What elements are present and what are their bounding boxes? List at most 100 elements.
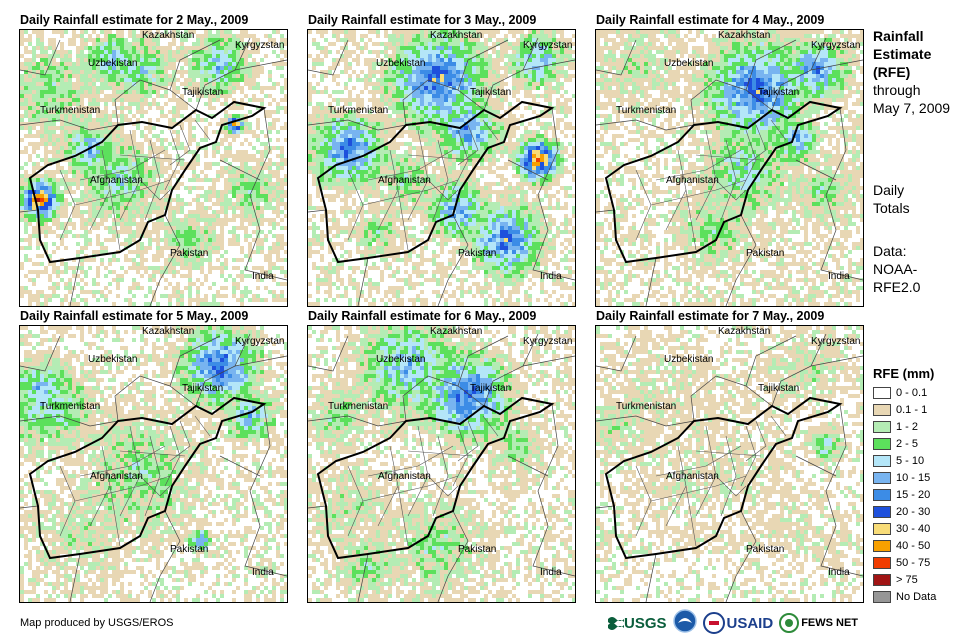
sidebar-title: Rainfall Estimate (RFE) through May 7, 2… [873,27,950,117]
rainfall-raster [596,326,863,602]
legend-item: 30 - 40 [873,520,936,537]
fewsnet-logo: FEWS NET [779,613,858,633]
legend-title: RFE (mm) [873,366,934,381]
legend-swatch [873,573,891,586]
legend-label: No Data [896,591,936,603]
place-label-afghanistan: Afghanistan [90,471,143,482]
place-label-india: India [540,271,562,282]
place-label-afghanistan: Afghanistan [666,471,719,482]
place-label-uzbekistan: Uzbekistan [376,58,425,69]
place-label-turkmenistan: Turkmenistan [328,105,388,116]
legend-swatch [873,556,891,569]
place-label-kazakhstan: Kazakhstan [718,326,770,337]
legend-swatch [873,420,891,433]
legend-swatch [873,590,891,603]
legend-label: 1 - 2 [896,421,918,433]
legend-swatch [873,386,891,399]
place-label-uzbekistan: Uzbekistan [88,58,137,69]
place-label-pakistan: Pakistan [458,544,496,555]
place-label-india: India [252,567,274,578]
legend-item: 5 - 10 [873,452,936,469]
place-label-india: India [828,567,850,578]
panel-title-may-4: Daily Rainfall estimate for 4 May., 2009 [596,13,824,27]
rainfall-map-may-3: Kazakhstan Kyrgyzstan Uzbekistan Tajikistan… [307,29,576,307]
legend-label: 10 - 15 [896,472,930,484]
legend-swatch [873,505,891,518]
rainfall-map-may-5: Kazakhstan Kyrgyzstan Uzbekistan Tajikistan… [19,325,288,603]
panel-title-may-5: Daily Rainfall estimate for 5 May., 2009 [20,309,248,323]
noaa-logo-icon [672,608,697,638]
place-label-kazakhstan: Kazakhstan [142,326,194,337]
rainfall-map-may-6: Kazakhstan Kyrgyzstan Uzbekistan Tajikistan… [307,325,576,603]
place-label-tajikistan: Tajikistan [182,87,223,98]
place-label-afghanistan: Afghanistan [666,175,719,186]
place-label-turkmenistan: Turkmenistan [40,105,100,116]
place-label-tajikistan: Tajikistan [470,87,511,98]
place-label-turkmenistan: Turkmenistan [616,401,676,412]
place-label-kazakhstan: Kazakhstan [718,30,770,41]
legend-label: 0 - 0.1 [896,387,927,399]
place-label-pakistan: Pakistan [746,248,784,259]
legend-item: 40 - 50 [873,537,936,554]
rainfall-map-may-2: Kazakhstan Kyrgyzstan Uzbekistan Tajikistan… [19,29,288,307]
legend-label: 15 - 20 [896,489,930,501]
place-label-pakistan: Pakistan [458,248,496,259]
usaid-logo: USAID [702,612,773,634]
place-label-kyrgyzstan: Kyrgyzstan [811,336,860,347]
place-label-pakistan: Pakistan [170,544,208,555]
legend-item: 15 - 20 [873,486,936,503]
place-label-uzbekistan: Uzbekistan [664,354,713,365]
legend-swatch [873,488,891,501]
legend-label: 2 - 5 [896,438,918,450]
rainfall-raster [20,30,287,306]
place-label-turkmenistan: Turkmenistan [328,401,388,412]
legend-item: 0 - 0.1 [873,384,936,401]
legend-item: 20 - 30 [873,503,936,520]
place-label-india: India [252,271,274,282]
place-label-pakistan: Pakistan [170,248,208,259]
legend-item: 1 - 2 [873,418,936,435]
place-label-uzbekistan: Uzbekistan [376,354,425,365]
legend-label: 30 - 40 [896,523,930,535]
legend-label: 20 - 30 [896,506,930,518]
rainfall-raster [596,30,863,306]
legend-swatch [873,403,891,416]
legend-swatch [873,522,891,535]
rainfall-raster [308,30,575,306]
legend-label: 5 - 10 [896,455,924,467]
panel-title-may-2: Daily Rainfall estimate for 2 May., 2009 [20,13,248,27]
place-label-kazakhstan: Kazakhstan [430,326,482,337]
rainfall-raster [20,326,287,602]
place-label-kyrgyzstan: Kyrgyzstan [523,40,572,51]
legend-item: 10 - 15 [873,469,936,486]
place-label-kazakhstan: Kazakhstan [430,30,482,41]
usgs-logo: USGS [608,615,667,632]
place-label-tajikistan: Tajikistan [758,383,799,394]
rainfall-map-may-7: Kazakhstan Kyrgyzstan Uzbekistan Tajikistan… [595,325,864,603]
panel-title-may-7: Daily Rainfall estimate for 7 May., 2009 [596,309,824,323]
place-label-tajikistan: Tajikistan [758,87,799,98]
legend-label: 50 - 75 [896,557,930,569]
place-label-india: India [828,271,850,282]
place-label-turkmenistan: Turkmenistan [616,105,676,116]
place-label-kyrgyzstan: Kyrgyzstan [235,40,284,51]
map-credit: Map produced by USGS/EROS [20,617,173,629]
legend-label: 40 - 50 [896,540,930,552]
place-label-india: India [540,567,562,578]
place-label-kazakhstan: Kazakhstan [142,30,194,41]
place-label-afghanistan: Afghanistan [378,175,431,186]
place-label-afghanistan: Afghanistan [90,175,143,186]
legend-swatch [873,539,891,552]
logos: USGS USAID FEWS NET [608,608,858,638]
place-label-kyrgyzstan: Kyrgyzstan [523,336,572,347]
place-label-turkmenistan: Turkmenistan [40,401,100,412]
place-label-tajikistan: Tajikistan [470,383,511,394]
legend-swatch [873,437,891,450]
place-label-uzbekistan: Uzbekistan [88,354,137,365]
legend-swatch [873,471,891,484]
place-label-afghanistan: Afghanistan [378,471,431,482]
legend-item: 50 - 75 [873,554,936,571]
place-label-tajikistan: Tajikistan [182,383,223,394]
legend-item: No Data [873,588,936,605]
panel-title-may-6: Daily Rainfall estimate for 6 May., 2009 [308,309,536,323]
